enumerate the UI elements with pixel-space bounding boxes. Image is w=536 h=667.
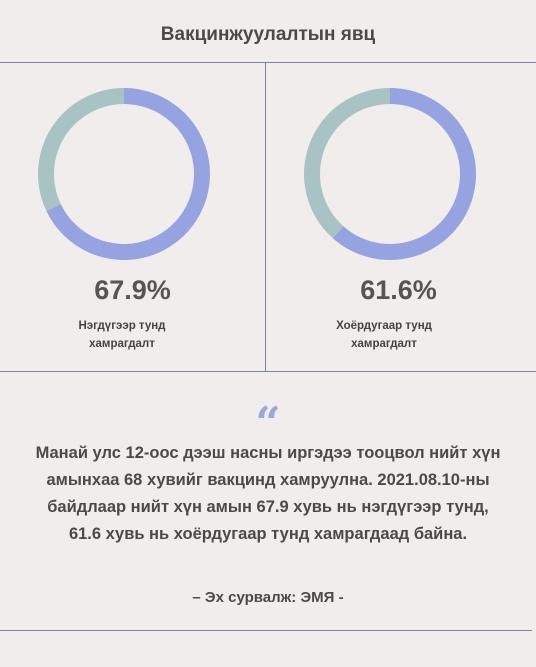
- second-dose-caption: Хоёрдугаар тунд хамрагдалт: [336, 320, 432, 350]
- quote-icon: “: [255, 398, 281, 449]
- source-note: – Эх сурвалж: ЭМЯ -: [192, 589, 344, 606]
- quote-text: Манай улс 12-оос дээш насны иргэдээ тооц…: [35, 444, 501, 543]
- donut-slice-remaining: [37, 88, 124, 212]
- first-dose-caption: Нэгдүгээр тунд хамрагдалт: [78, 320, 166, 350]
- page-title: Вакцинжуулалтын явц: [160, 24, 376, 45]
- donut-slice-vaccinated: [332, 88, 476, 260]
- charts-panel: 67.9% Нэгдүгээр тунд хамрагдалт 61.6% Хо…: [0, 62, 536, 372]
- panel-divider: [265, 63, 266, 371]
- second-dose-percent: 61.6%: [360, 275, 437, 305]
- donut-slice-remaining: [304, 88, 390, 239]
- first-dose-donut: [37, 88, 211, 260]
- bottom-divider: [0, 630, 532, 631]
- second-dose-donut: [304, 88, 476, 260]
- first-dose-percent: 67.9%: [94, 275, 171, 305]
- second-dose-panel: 61.6% Хоёрдугаар тунд хамрагдалт: [266, 63, 531, 373]
- first-dose-panel: 67.9% Нэгдүгээр тунд хамрагдалт: [0, 63, 265, 373]
